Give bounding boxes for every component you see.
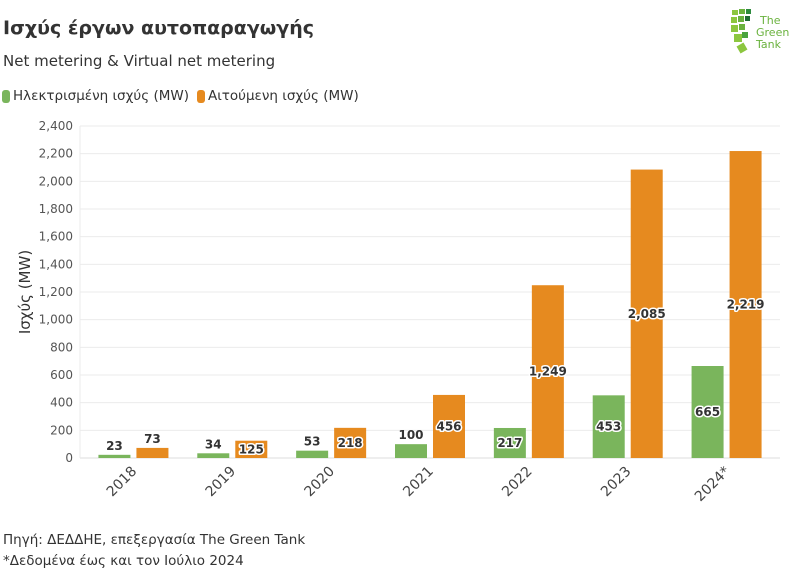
data-label: 73 (144, 432, 161, 446)
bar-requested (334, 427, 367, 458)
bar-requested (433, 394, 465, 458)
svg-text:The: The (759, 14, 781, 27)
legend-label: Αιτούμενη ισχύς (MW) (207, 88, 359, 104)
y-axis-title: Ισχύς (MW) (16, 250, 34, 334)
data-label: 125 (239, 442, 264, 456)
bar-electrified (296, 450, 329, 458)
data-label: 218 (338, 436, 363, 450)
data-label: 456 (436, 419, 461, 433)
y-tick-label: 1,200 (39, 285, 73, 299)
svg-text:Green: Green (756, 26, 789, 39)
legend-label: Ηλεκτρισμένη ισχύς (MW) (13, 88, 189, 104)
bar-requested (235, 440, 268, 458)
bar-electrified (592, 395, 625, 458)
bar-requested (136, 447, 169, 458)
x-tick-label: 2021 (400, 464, 437, 501)
bar-electrified (98, 454, 131, 458)
data-label: 53 (304, 435, 321, 449)
y-tick-label: 1,400 (39, 257, 73, 271)
bar-chart: 0 200 400 600 800 1,000 1,200 1,400 1,600 1,800 2,… (16, 119, 780, 505)
svg-text:Tank: Tank (755, 38, 782, 51)
x-tick-label: 2018 (104, 464, 141, 501)
logo: The Green Tank (731, 9, 789, 54)
data-label: 34 (205, 437, 222, 451)
y-tick-label: 800 (50, 340, 73, 354)
data-note: *Δεδομένα έως και τον Ιούλιο 2024 (3, 553, 244, 569)
y-tick-label: 1,800 (39, 202, 73, 216)
bar-electrified (197, 453, 230, 458)
data-label: 2,219 (727, 298, 765, 312)
bar-electrified (395, 444, 427, 458)
x-tick-label: 2022 (499, 464, 536, 501)
chart-subtitle: Net metering & Virtual net metering (3, 52, 276, 70)
bar-requested (531, 285, 564, 458)
legend-item-requested[interactable]: Αιτούμενη ισχύς (MW) (196, 88, 359, 104)
bar-requested (729, 151, 762, 458)
x-tick-label: 2024* (692, 464, 733, 505)
data-label: 665 (695, 405, 720, 419)
y-tick-label: 2,000 (39, 174, 73, 188)
legend-item-electrified[interactable]: Ηλεκτρισμένη ισχύς (MW) (2, 88, 189, 104)
data-label: 100 (398, 428, 423, 442)
y-tick-label: 0 (65, 451, 73, 465)
y-tick-label: 200 (50, 423, 73, 437)
y-tick-label: 1,600 (39, 230, 73, 244)
legend-swatch (196, 89, 205, 103)
data-label: 2,085 (628, 307, 666, 321)
chart-title: Ισχύς έργων αυτοπαραγωγής (3, 17, 315, 39)
x-tick-label: 2019 (203, 464, 240, 501)
y-tick-label: 2,400 (39, 119, 73, 133)
x-tick-label: 2023 (598, 464, 635, 501)
data-label: 23 (106, 439, 123, 453)
bar-requested (630, 169, 663, 458)
legend-swatch (2, 89, 10, 103)
legend: Ηλεκτρισμένη ισχύς (MW) Αιτούμενη ισχύς … (2, 88, 359, 104)
y-tick-label: 600 (50, 368, 73, 382)
source-note: Πηγή: ΔΕΔΔΗΕ, επεξεργασία The Green Tank (3, 532, 306, 548)
data-label: 217 (497, 436, 522, 450)
y-tick-label: 2,200 (39, 147, 73, 161)
y-tick-label: 1,000 (39, 313, 73, 327)
y-tick-label: 400 (50, 396, 73, 410)
bar-electrified (493, 427, 526, 458)
data-label: 1,249 (529, 365, 567, 379)
data-label: 453 (596, 420, 621, 434)
bar-electrified (691, 366, 724, 458)
x-tick-label: 2020 (301, 464, 338, 501)
